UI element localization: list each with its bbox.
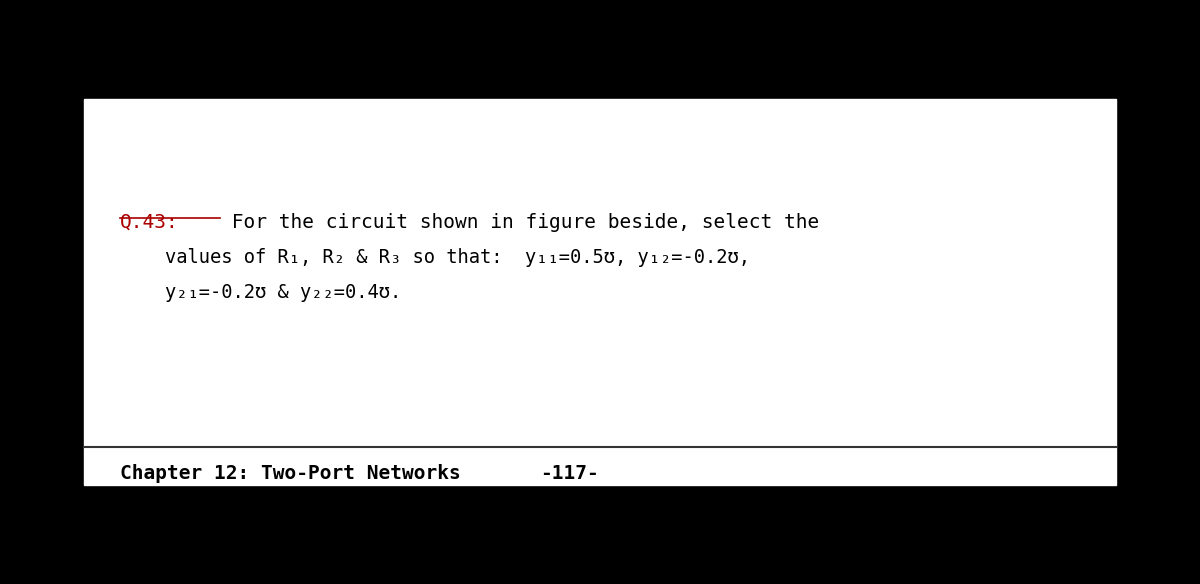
Text: -: - — [1099, 347, 1106, 364]
Text: -: - — [712, 347, 719, 364]
Text: $R_3$: $R_3$ — [926, 265, 947, 285]
Text: values of R₁, R₂ & R₃ so that:  y₁₁=0.5ʊ, y₁₂=-0.2ʊ,: values of R₁, R₂ & R₃ so that: y₁₁=0.5ʊ,… — [120, 248, 750, 267]
Text: $V_2$: $V_2$ — [1093, 265, 1112, 285]
Text: $R_1$: $R_1$ — [802, 135, 821, 155]
Text: $V_1$: $V_1$ — [706, 265, 725, 285]
Text: $I_1$: $I_1$ — [734, 147, 748, 168]
Text: Q.43:: Q.43: — [120, 213, 179, 232]
Text: -117-: -117- — [540, 464, 599, 484]
Text: For the circuit shown in figure beside, select the: For the circuit shown in figure beside, … — [220, 213, 818, 232]
Text: +: + — [1096, 180, 1110, 198]
Text: y₂₁=-0.2ʊ & y₂₂=0.4ʊ.: y₂₁=-0.2ʊ & y₂₂=0.4ʊ. — [120, 283, 401, 303]
Text: $I_2$: $I_2$ — [1067, 147, 1080, 168]
Text: Chapter 12: Two-Port Networks: Chapter 12: Two-Port Networks — [120, 464, 461, 484]
Text: +: + — [708, 180, 722, 198]
Text: $R_2$: $R_2$ — [972, 135, 991, 155]
